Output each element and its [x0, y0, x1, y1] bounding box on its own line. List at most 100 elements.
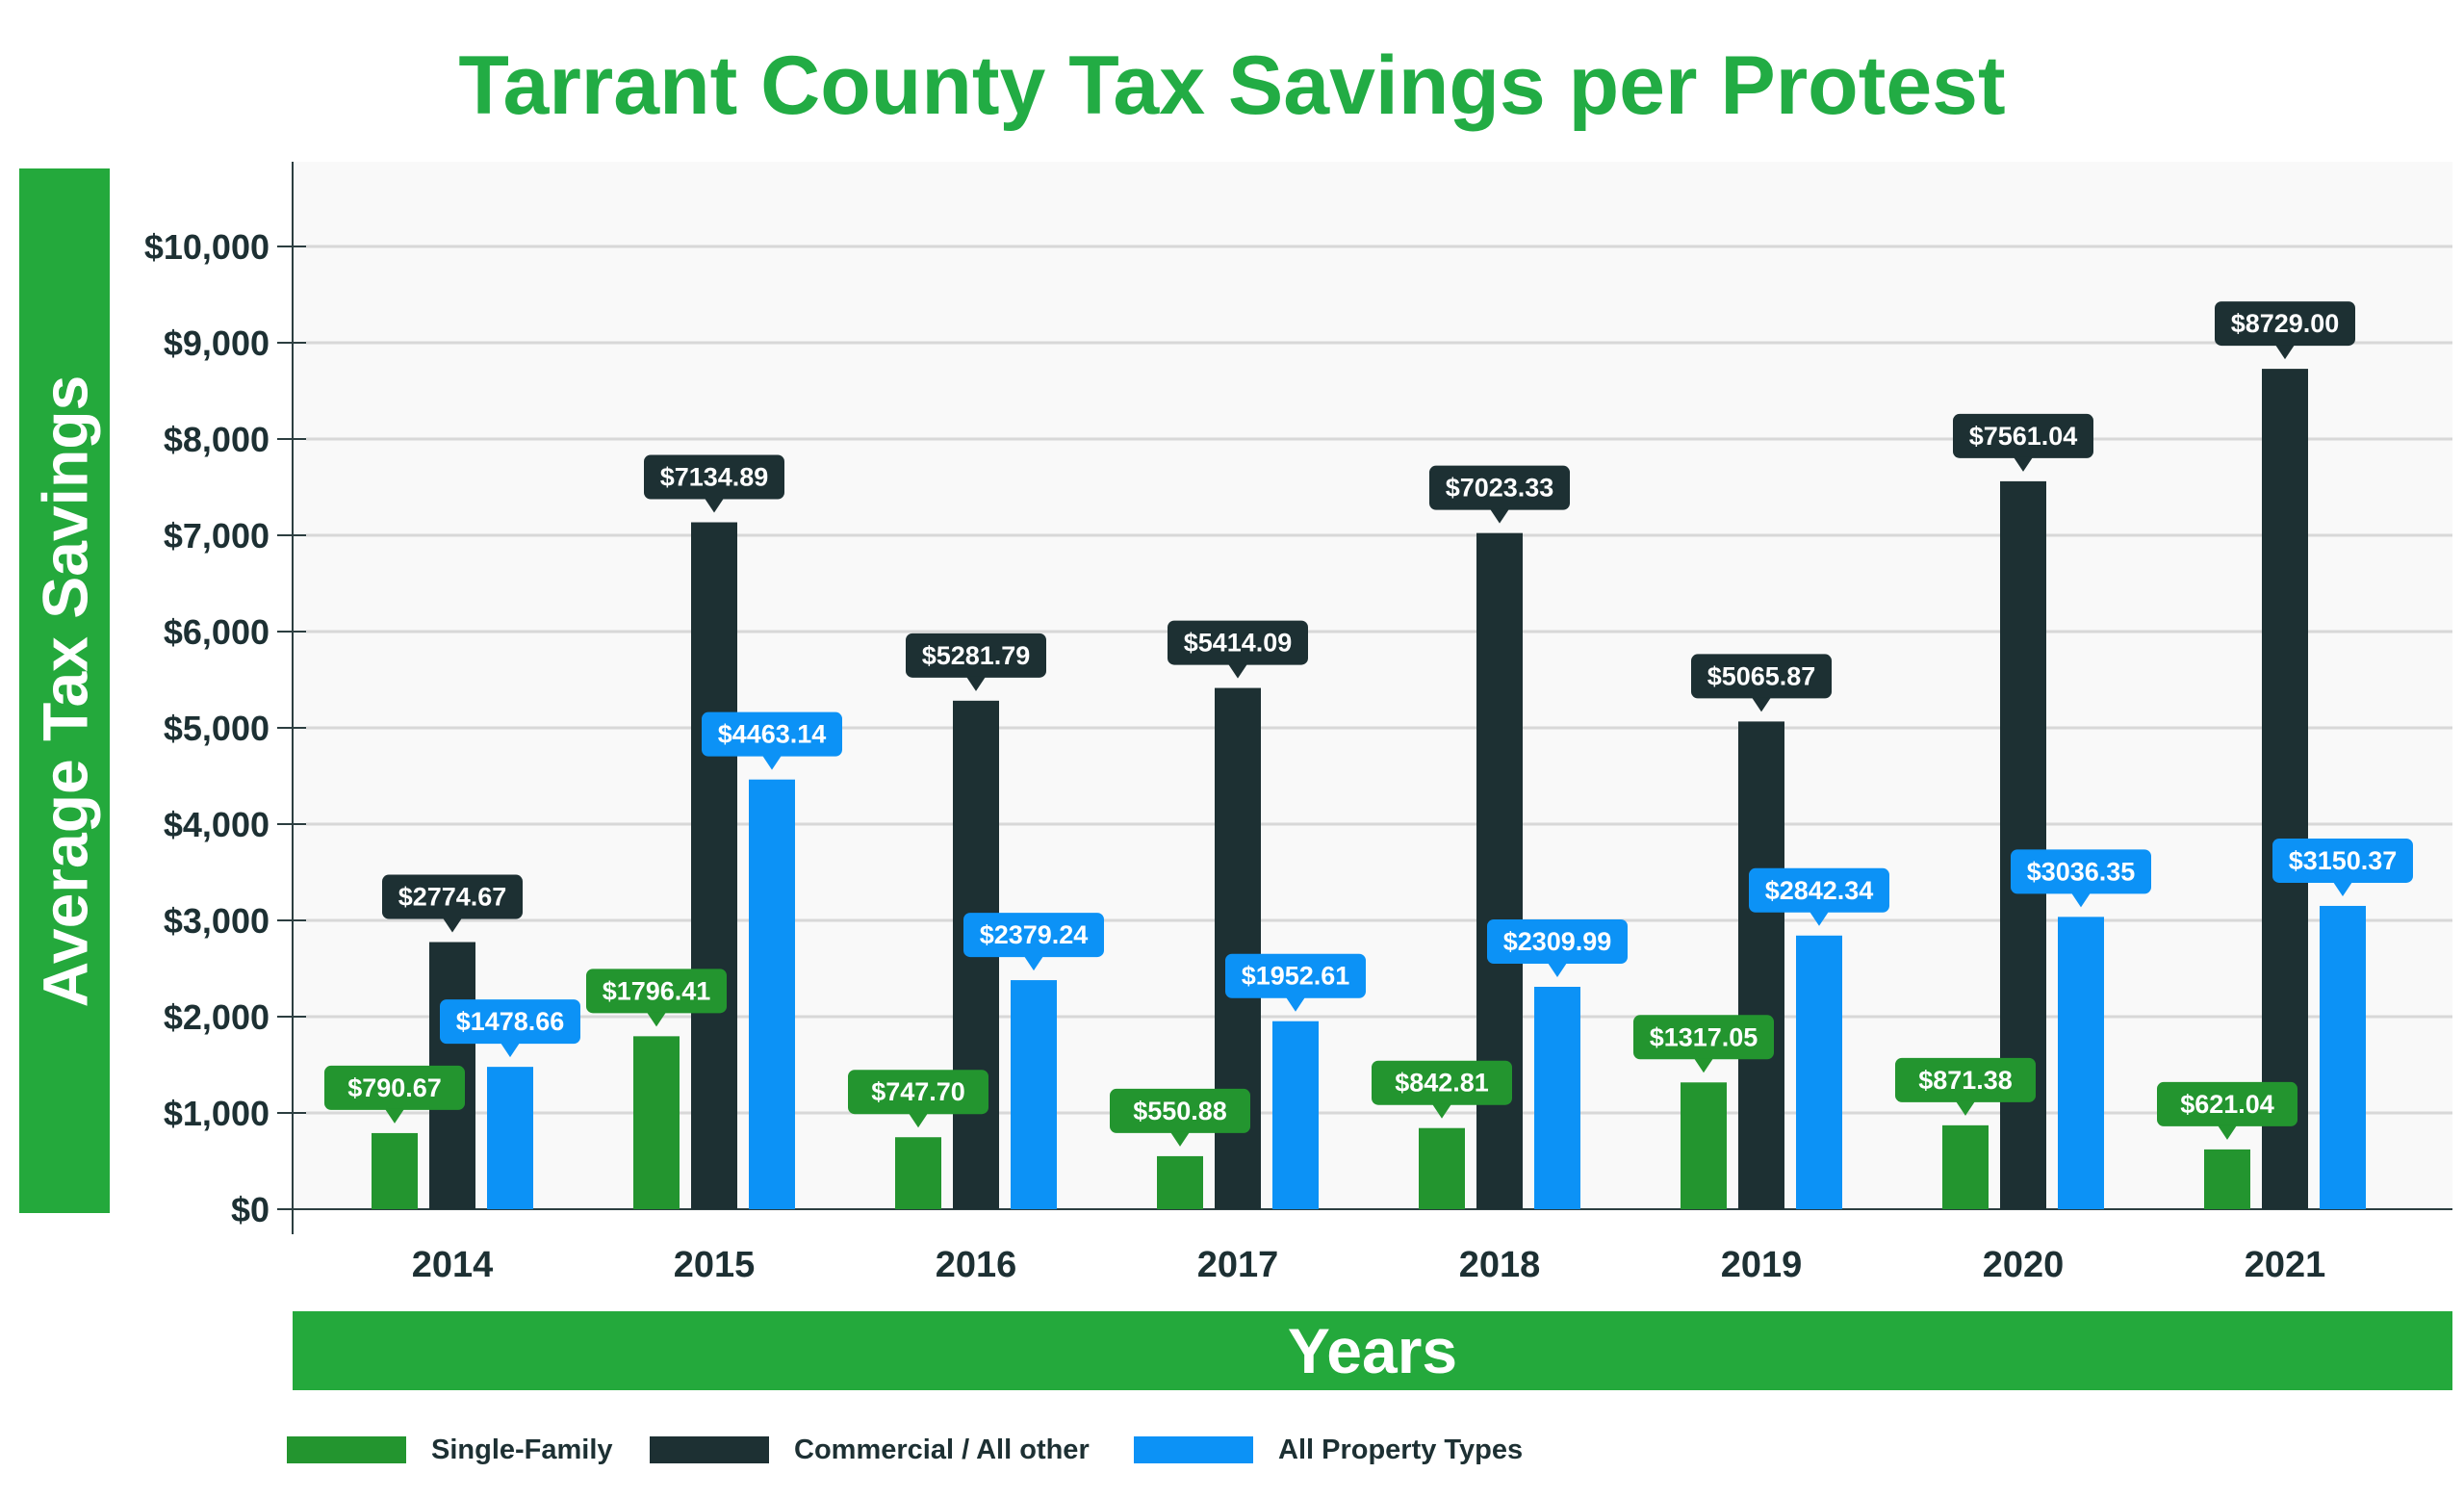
- data-label-pointer-all-property-types-2016: [1024, 956, 1043, 971]
- bar-single-family-2015: [633, 1036, 680, 1209]
- x-tick-label: 2019: [1721, 1245, 1803, 1285]
- y-tick-label: $4,000: [164, 805, 270, 844]
- y-tick-label: $7,000: [164, 516, 270, 556]
- data-label-single-family-2016: $747.70: [871, 1077, 965, 1106]
- bar-all-property-types-2018: [1534, 987, 1580, 1209]
- data-label-box-commercial-2016: [906, 633, 1046, 678]
- data-label-single-family-2014: $790.67: [347, 1073, 442, 1102]
- data-label-box-single-family-2014: [324, 1065, 465, 1110]
- data-label-box-single-family-2017: [1110, 1088, 1250, 1133]
- bar-commercial-2015: [691, 522, 737, 1209]
- legend-item-all-property-types: All Property Types: [1134, 1433, 1523, 1467]
- data-label-commercial-2018: $7023.33: [1446, 474, 1554, 503]
- data-label-pointer-commercial-2014: [443, 917, 462, 933]
- y-tick-label: $9,000: [164, 323, 270, 363]
- data-label-pointer-commercial-2017: [1228, 663, 1247, 679]
- data-label-pointer-commercial-2020: [2014, 456, 2033, 472]
- data-label-box-all-property-types-2019: [1749, 867, 1889, 913]
- data-label-pointer-single-family-2014: [385, 1108, 404, 1124]
- legend-label-commercial: Commercial / All other: [794, 1434, 1090, 1465]
- bar-single-family-2014: [372, 1132, 418, 1209]
- data-label-single-family-2021: $621.04: [2180, 1090, 2274, 1119]
- data-label-commercial-2014: $2774.67: [398, 883, 507, 912]
- data-label-pointer-single-family-2017: [1170, 1131, 1190, 1147]
- data-label-box-commercial-2019: [1691, 654, 1832, 699]
- legend-item-single-family: Single-Family: [287, 1433, 613, 1467]
- data-label-pointer-commercial-2016: [966, 676, 986, 691]
- data-label-commercial-2017: $5414.09: [1184, 629, 1293, 658]
- data-label-all-property-types-2015: $4463.14: [718, 720, 827, 749]
- data-label-box-all-property-types-2018: [1487, 919, 1628, 965]
- data-label-box-single-family-2019: [1633, 1015, 1774, 1060]
- legend-label-all-property-types: All Property Types: [1278, 1434, 1524, 1465]
- legend-swatch-single-family: [287, 1436, 406, 1463]
- x-tick-label: 2020: [1983, 1245, 2065, 1285]
- bar-single-family-2018: [1419, 1127, 1465, 1209]
- data-label-all-property-types-2016: $2379.24: [980, 920, 1089, 949]
- data-label-single-family-2015: $1796.41: [603, 976, 711, 1005]
- data-label-box-single-family-2018: [1372, 1060, 1512, 1105]
- bar-single-family-2017: [1157, 1155, 1203, 1209]
- x-tick-label: 2018: [1459, 1245, 1541, 1285]
- data-label-box-all-property-types-2020: [2011, 849, 2151, 894]
- bar-all-property-types-2019: [1796, 935, 1842, 1209]
- data-label-commercial-2016: $5281.79: [922, 641, 1031, 670]
- bar-single-family-2020: [1942, 1124, 1989, 1209]
- data-label-box-commercial-2021: [2215, 301, 2355, 347]
- data-label-pointer-single-family-2015: [647, 1012, 666, 1027]
- bar-chart: $0 $1,000 $2,000 $3,000 $4,000 $5,000 $6,000 $7…: [144, 162, 2452, 1285]
- data-label-pointer-commercial-2018: [1490, 508, 1509, 524]
- data-label-pointer-all-property-types-2018: [1548, 963, 1567, 978]
- data-label-box-all-property-types-2014: [440, 999, 580, 1045]
- data-label-pointer-all-property-types-2017: [1286, 996, 1305, 1012]
- data-label-pointer-commercial-2015: [705, 498, 724, 513]
- data-label-pointer-all-property-types-2020: [2071, 892, 2091, 908]
- data-label-single-family-2017: $550.88: [1133, 1097, 1227, 1125]
- bar-all-property-types-2014: [487, 1067, 533, 1209]
- legend-item-commercial: Commercial / All other: [650, 1433, 1090, 1467]
- x-axis-title-band: [293, 1311, 2452, 1390]
- chart-title: Tarrant County Tax Savings per Protest: [458, 39, 2006, 132]
- data-label-box-single-family-2015: [586, 969, 727, 1014]
- data-label-box-all-property-types-2016: [963, 913, 1104, 958]
- legend-swatch-commercial: [650, 1436, 769, 1463]
- data-label-all-property-types-2021: $3150.37: [2289, 846, 2398, 875]
- bar-commercial-2021: [2262, 369, 2308, 1210]
- y-tick-label: $3,000: [164, 901, 270, 941]
- data-label-commercial-2019: $5065.87: [1707, 661, 1816, 690]
- data-label-all-property-types-2019: $2842.34: [1765, 876, 1874, 905]
- data-label-all-property-types-2020: $3036.35: [2027, 857, 2136, 886]
- bar-all-property-types-2021: [2320, 905, 2366, 1209]
- bar-single-family-2021: [2204, 1149, 2250, 1209]
- x-tick-label: 2021: [2245, 1245, 2326, 1285]
- data-label-commercial-2021: $8729.00: [2231, 309, 2340, 338]
- data-label-pointer-commercial-2021: [2275, 345, 2295, 360]
- plot-area: [293, 162, 2452, 1209]
- y-tick-label: $0: [231, 1190, 270, 1229]
- data-label-pointer-single-family-2021: [2218, 1124, 2237, 1140]
- data-label-pointer-single-family-2016: [909, 1113, 928, 1128]
- data-label-box-all-property-types-2017: [1225, 953, 1366, 998]
- y-tick-label: $2,000: [164, 997, 270, 1037]
- x-axis-title: Years: [1287, 1315, 1458, 1386]
- data-label-commercial-2015: $7134.89: [660, 463, 769, 492]
- x-tick-label: 2016: [936, 1245, 1017, 1285]
- bar-single-family-2019: [1681, 1082, 1727, 1209]
- bar-all-property-types-2016: [1011, 980, 1057, 1209]
- data-label-box-all-property-types-2021: [2272, 838, 2413, 883]
- data-label-box-commercial-2017: [1168, 620, 1308, 665]
- data-label-box-commercial-2020: [1953, 413, 2093, 458]
- y-tick-label: $6,000: [164, 612, 270, 652]
- x-tick-label: 2014: [412, 1245, 494, 1285]
- data-label-all-property-types-2017: $1952.61: [1242, 962, 1350, 991]
- data-label-pointer-commercial-2019: [1752, 697, 1771, 712]
- data-label-single-family-2019: $1317.05: [1650, 1022, 1758, 1051]
- legend-label-single-family: Single-Family: [431, 1434, 613, 1465]
- data-label-single-family-2018: $842.81: [1395, 1069, 1489, 1098]
- legend-swatch-all-property-types: [1134, 1436, 1253, 1463]
- data-label-box-single-family-2020: [1895, 1057, 2036, 1102]
- data-label-pointer-single-family-2020: [1956, 1100, 1975, 1116]
- y-tick-label: $5,000: [164, 709, 270, 748]
- data-label-box-single-family-2016: [848, 1070, 988, 1115]
- y-tick-label: $1,000: [164, 1094, 270, 1133]
